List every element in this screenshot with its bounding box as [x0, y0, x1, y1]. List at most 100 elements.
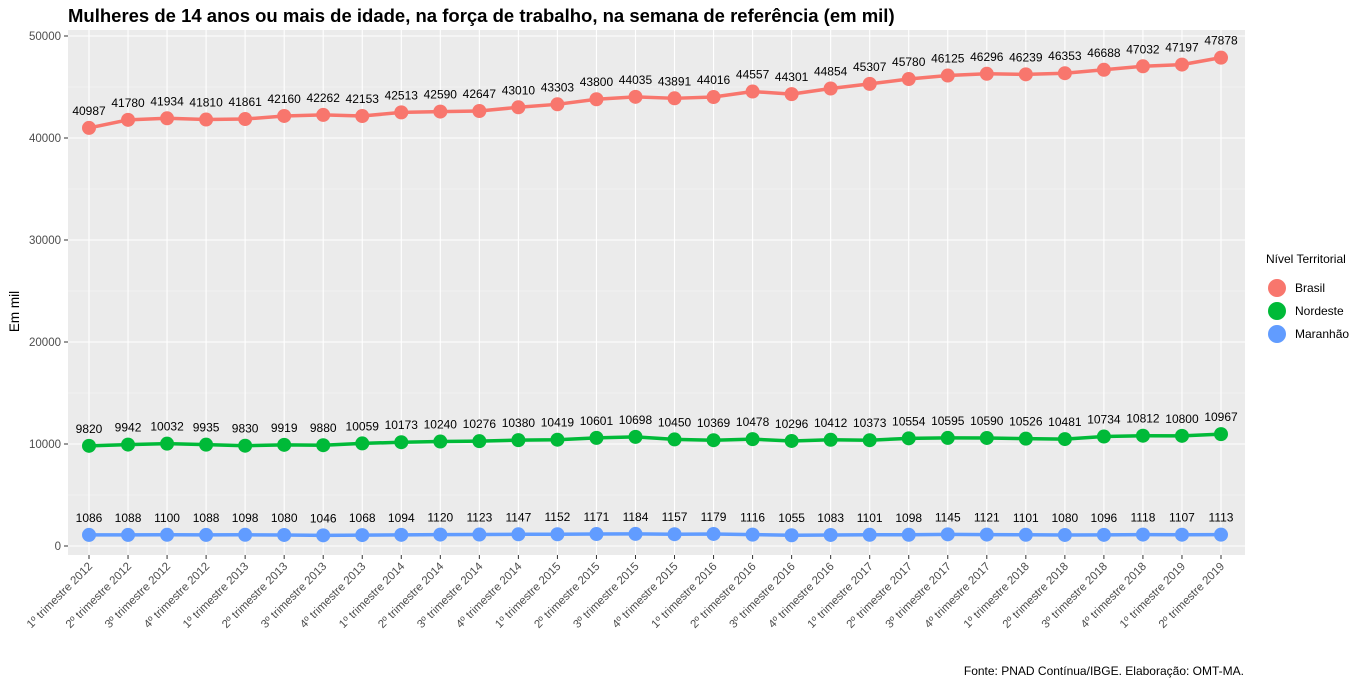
- x-tick-label: 3º trimestre 2012: [103, 561, 173, 631]
- data-label: 42160: [267, 92, 301, 106]
- data-label: 10276: [463, 417, 497, 431]
- data-label: 47032: [1126, 42, 1160, 56]
- data-label: 10595: [931, 414, 965, 428]
- data-point: [1135, 527, 1150, 542]
- data-point: [667, 91, 682, 106]
- data-label: 1101: [857, 511, 883, 525]
- data-label: 10554: [892, 414, 926, 428]
- legend: Nível Territorial Brasil Nordeste Maranh…: [1266, 252, 1349, 345]
- data-label: 42647: [463, 87, 497, 101]
- data-point: [745, 527, 760, 542]
- data-label: 1145: [935, 510, 961, 524]
- data-label: 1123: [466, 511, 492, 525]
- data-point: [979, 430, 994, 445]
- data-label: 1080: [271, 511, 298, 525]
- data-label: 47878: [1204, 34, 1238, 48]
- data-point: [82, 438, 96, 453]
- data-point: [706, 526, 721, 541]
- data-label: 10526: [1009, 415, 1043, 429]
- data-label: 10478: [736, 415, 770, 429]
- data-point: [433, 527, 448, 542]
- data-label: 1068: [349, 511, 376, 525]
- data-label: 45307: [853, 60, 887, 74]
- data-label: 46296: [970, 50, 1004, 64]
- data-label: 10601: [580, 414, 614, 428]
- data-label: 1118: [1130, 511, 1155, 525]
- data-point: [511, 433, 526, 448]
- data-point: [277, 527, 292, 542]
- x-tick-label: 1º trimestre 2015: [493, 561, 563, 631]
- x-tick-label: 2º trimestre 2017: [845, 561, 915, 631]
- x-tick-label: 1º trimestre 2014: [337, 560, 408, 631]
- data-label: 10373: [853, 416, 887, 430]
- x-tick-label: 3º trimestre 2015: [571, 561, 641, 631]
- x-tick-label: 3º trimestre 2018: [1040, 561, 1110, 631]
- data-label: 44557: [736, 68, 770, 82]
- data-point: [1214, 50, 1228, 65]
- data-point: [862, 433, 877, 448]
- data-point: [472, 104, 487, 119]
- data-point: [589, 527, 604, 542]
- data-point: [1214, 527, 1228, 542]
- data-label: 42153: [346, 92, 380, 106]
- data-point: [277, 108, 292, 123]
- data-label: 1088: [193, 511, 220, 525]
- data-point: [901, 72, 916, 87]
- chart-title: Mulheres de 14 anos ou mais de idade, na…: [68, 5, 895, 26]
- data-point: [745, 84, 760, 99]
- data-point: [823, 81, 838, 96]
- data-point: [784, 433, 799, 448]
- data-point: [940, 430, 955, 445]
- x-tick-label: 1º trimestre 2018: [962, 561, 1032, 631]
- data-label: 9919: [271, 421, 298, 435]
- data-point: [433, 104, 448, 119]
- data-point: [901, 431, 916, 446]
- y-tick-label: 10000: [29, 439, 61, 451]
- data-label: 10240: [424, 418, 458, 432]
- data-point: [238, 438, 253, 453]
- data-label: 1121: [974, 511, 1000, 525]
- data-label: 1098: [895, 511, 922, 525]
- data-label: 10032: [150, 420, 184, 434]
- x-tick-label: 1º trimestre 2017: [806, 561, 876, 631]
- data-point: [1174, 527, 1189, 542]
- data-label: 1096: [1091, 511, 1118, 525]
- data-point: [940, 527, 955, 542]
- data-point: [589, 92, 604, 107]
- data-label: 10800: [1165, 412, 1199, 426]
- legend-key-nordeste: [1268, 301, 1286, 320]
- x-tick-label: 2º trimestre 2014: [376, 560, 447, 631]
- data-point: [82, 120, 96, 135]
- data-label: 1101: [1013, 511, 1039, 525]
- data-label: 41780: [111, 96, 145, 110]
- data-label: 9830: [232, 422, 259, 436]
- x-tick-label: 2º trimestre 2018: [1001, 561, 1071, 631]
- data-label: 9942: [115, 421, 142, 435]
- data-point: [1135, 428, 1150, 443]
- data-label: 46688: [1087, 46, 1121, 60]
- data-label: 44016: [697, 73, 731, 87]
- legend-key-maranhao: [1268, 324, 1286, 343]
- data-point: [550, 432, 565, 447]
- x-tick-label: 4º trimestre 2017: [923, 561, 993, 631]
- legend-item-maranhao: Maranhão: [1266, 322, 1349, 345]
- data-label: 44035: [619, 73, 653, 87]
- data-point: [1174, 57, 1189, 72]
- data-point: [1096, 62, 1111, 77]
- data-point: [1057, 527, 1072, 542]
- data-point: [979, 66, 994, 81]
- data-label: 41810: [189, 96, 223, 110]
- y-axis: 0 10000 20000 30000 40000 50000: [29, 31, 68, 553]
- x-tick-label: 4º trimestre 2015: [610, 561, 680, 631]
- data-point: [160, 527, 175, 542]
- data-label: 1147: [505, 510, 531, 524]
- data-point: [277, 437, 292, 452]
- x-tick-label: 1º trimestre 2019: [1118, 561, 1188, 631]
- data-point: [628, 429, 643, 444]
- data-label: 1120: [427, 511, 453, 525]
- data-point: [667, 527, 682, 542]
- data-point: [160, 111, 175, 126]
- data-point: [1096, 429, 1111, 444]
- data-point: [706, 433, 721, 448]
